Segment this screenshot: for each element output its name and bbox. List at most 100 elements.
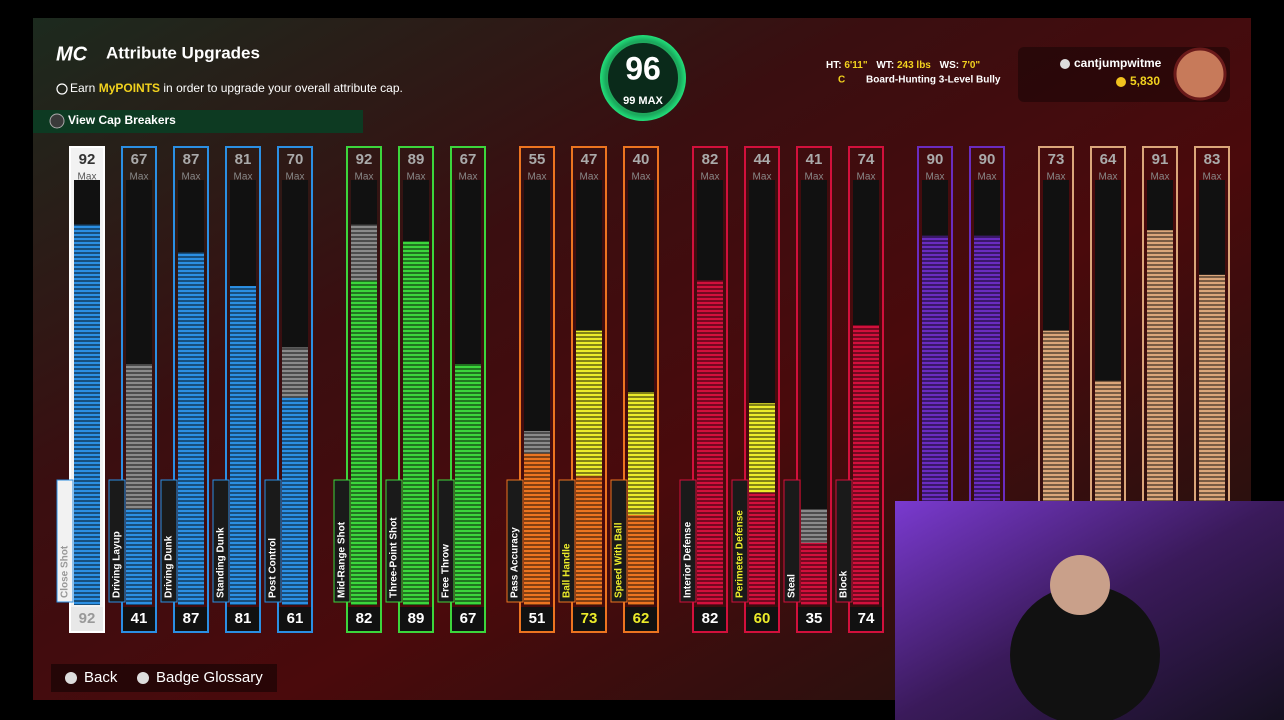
current-value: 81: [235, 610, 252, 627]
bar-stripes: [749, 403, 775, 493]
name-tab: [212, 479, 230, 603]
max-label: Max: [753, 172, 772, 183]
value-box: [798, 607, 830, 631]
glossary-icon: [137, 672, 149, 684]
attribute-name: Mid-Range Shot: [337, 521, 348, 598]
max-label: Max: [805, 172, 824, 183]
value-box: [625, 607, 657, 631]
current-value: 60: [754, 610, 771, 627]
max-label: Max: [1099, 172, 1118, 183]
value-box: [71, 607, 103, 631]
info-prefix: Earn: [70, 81, 95, 95]
current-value: 92: [79, 610, 96, 627]
max-label: Max: [978, 172, 997, 183]
max-label: Max: [355, 172, 374, 183]
name-tab: [264, 479, 282, 603]
webcam-person: [1010, 585, 1160, 720]
current-value: 35: [806, 610, 823, 627]
bar-stripes: [455, 364, 481, 605]
bar-stripes: [282, 397, 308, 605]
logo: MC: [56, 43, 88, 65]
attribute-name: Free Throw: [441, 544, 452, 598]
max-label: Max: [130, 172, 149, 183]
max-label: Max: [857, 172, 876, 183]
bar-stripes: [749, 492, 775, 605]
value-box: [175, 607, 207, 631]
bar-frame: [519, 146, 555, 633]
name-tab: [558, 479, 576, 603]
footer-bar: [51, 664, 277, 692]
title: Attribute Upgrades: [106, 43, 260, 62]
max-value: 40: [633, 151, 650, 168]
current-value: 89: [408, 610, 425, 627]
value-box: [348, 607, 380, 631]
attribute-name: Close Shot: [60, 545, 71, 598]
name-tab: [160, 479, 178, 603]
max-value: 92: [79, 151, 96, 168]
bar-stripes: [524, 453, 550, 605]
max-label: Max: [182, 172, 201, 183]
name-tab: [783, 479, 801, 603]
cap-breakers-button[interactable]: [33, 110, 363, 133]
name-tab: [437, 479, 455, 603]
bar-stripes: [628, 392, 654, 515]
max-value: 67: [460, 151, 477, 168]
value-box: [123, 607, 155, 631]
max-value: 47: [581, 151, 598, 168]
height: 6'11": [844, 60, 868, 71]
bar-frame: [796, 146, 832, 633]
attribute-name: Driving Layup: [112, 531, 123, 598]
current-value: 67: [460, 610, 477, 627]
info-highlight: MyPOINTS: [99, 81, 160, 95]
max-value: 64: [1100, 151, 1117, 168]
cap-breakers-label[interactable]: View Cap Breakers: [68, 113, 176, 127]
wingspan: 7'0": [962, 60, 981, 71]
build: Board-Hunting 3-Level Bully: [866, 75, 1001, 86]
bar-frame: [450, 146, 486, 633]
current-value: 74: [858, 610, 875, 627]
max-label: Max: [528, 172, 547, 183]
value-box: [573, 607, 605, 631]
attribute-name: Standing Dunk: [216, 527, 227, 598]
max-label: Max: [407, 172, 426, 183]
bar-stripes: [126, 364, 152, 510]
name-tab: [506, 479, 524, 603]
button-icon: [49, 113, 65, 129]
attribute-name: Driving Dunk: [164, 535, 175, 598]
max-label: Max: [632, 172, 651, 183]
bar-frame: [346, 146, 382, 633]
value-box: [694, 607, 726, 631]
back-button[interactable]: Back: [84, 669, 118, 686]
bar-stripes: [351, 224, 377, 281]
max-label: Max: [286, 172, 305, 183]
max-value: 41: [806, 151, 823, 168]
value-box: [400, 607, 432, 631]
name-tab: [385, 479, 403, 603]
max-value: 91: [1152, 151, 1169, 168]
user-panel: [1018, 47, 1230, 102]
player-measurements: HT: 6'11" WT: 243 lbs WS: 7'0": [826, 60, 980, 71]
bar-stripes: [403, 241, 429, 605]
attribute-name: Steal: [787, 574, 798, 598]
info-suffix: in order to upgrade your overall attribu…: [163, 81, 402, 95]
max-value: 67: [131, 151, 148, 168]
name-tab: [56, 479, 74, 603]
name-tab: [333, 479, 351, 603]
value-box: [746, 607, 778, 631]
max-label: Max: [234, 172, 253, 183]
platform-icon: [1060, 59, 1070, 69]
name-tab: [610, 479, 628, 603]
bar-frame: [623, 146, 659, 633]
bar-frame: [277, 146, 313, 633]
badge-glossary-button[interactable]: Badge Glossary: [156, 669, 263, 686]
attribute-name: Block: [839, 570, 850, 598]
attribute-name: Pass Accuracy: [510, 527, 521, 598]
bar-frame: [398, 146, 434, 633]
name-tab: [679, 479, 697, 603]
bar-frame: [121, 146, 157, 633]
attribute-name: Interior Defense: [683, 521, 694, 598]
bar-stripes: [74, 224, 100, 605]
max-label: Max: [701, 172, 720, 183]
value-box: [521, 607, 553, 631]
max-label: Max: [78, 172, 97, 183]
